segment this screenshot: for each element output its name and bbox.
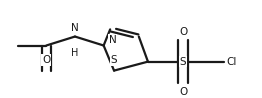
Text: N: N [109,35,117,45]
Text: O: O [42,55,50,65]
Text: S: S [180,57,187,67]
Text: N: N [71,23,79,33]
Text: S: S [111,55,117,65]
Text: O: O [179,27,187,37]
Text: Cl: Cl [226,57,237,67]
Text: O: O [179,87,187,97]
Text: H: H [71,48,79,58]
